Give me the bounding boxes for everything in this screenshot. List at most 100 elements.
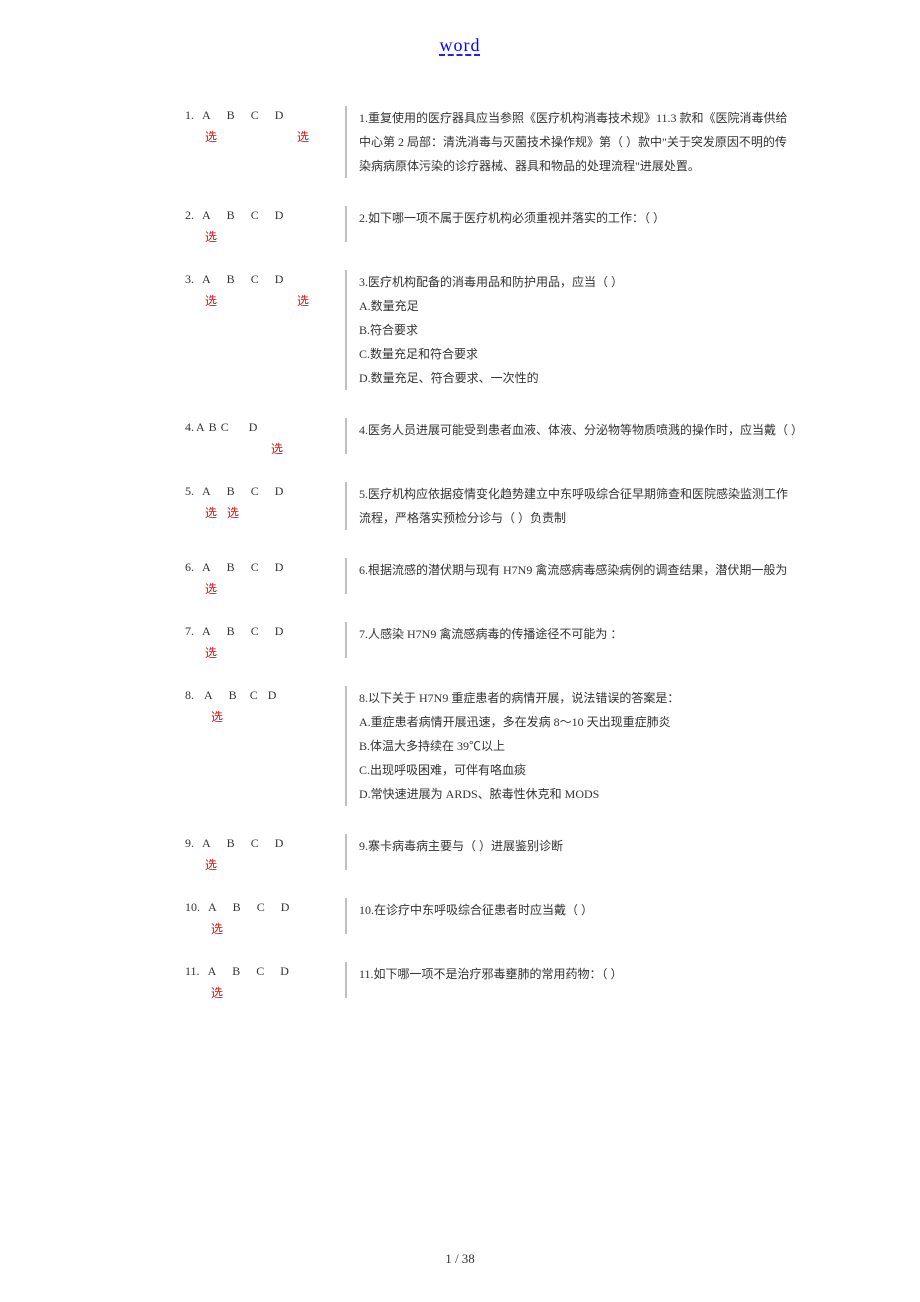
option-c[interactable]: C bbox=[251, 108, 259, 122]
question-number: 7. bbox=[185, 624, 194, 639]
column-divider bbox=[345, 418, 347, 454]
question-number: 8. bbox=[185, 688, 194, 703]
option-b[interactable]: B bbox=[233, 900, 241, 914]
options: A B C D bbox=[194, 208, 291, 222]
option-c[interactable]: C bbox=[257, 900, 265, 914]
question-line: 染病病原体污染的诊疗器械、器具和物品的处理流程"进展处置。 bbox=[359, 154, 820, 178]
option-d[interactable]: D bbox=[275, 272, 284, 286]
option-b[interactable]: B bbox=[209, 420, 217, 434]
option-c[interactable]: C bbox=[256, 964, 264, 978]
question-number: 4. bbox=[185, 420, 194, 435]
selected-row: 选 bbox=[185, 580, 345, 594]
question-number: 9. bbox=[185, 836, 194, 851]
option-c[interactable]: C bbox=[251, 208, 259, 222]
options: A B C D bbox=[194, 108, 291, 122]
option-a[interactable]: A bbox=[208, 964, 217, 978]
selected-marker: 选 bbox=[297, 128, 309, 145]
option-c[interactable]: C bbox=[250, 688, 258, 702]
options-line: 6.ABCD bbox=[185, 558, 345, 576]
option-c[interactable]: C bbox=[251, 484, 259, 498]
column-divider bbox=[345, 482, 347, 530]
option-c[interactable]: C bbox=[251, 560, 259, 574]
question-line: A.数量充足 bbox=[359, 294, 820, 318]
options-line: 3. A B C D bbox=[185, 270, 345, 288]
question-line: 6.根据流感的潜伏期与现有 H7N9 禽流感病毒感染病例的调查结果，潜伏期一般为 bbox=[359, 558, 820, 582]
question-text-column: 6.根据流感的潜伏期与现有 H7N9 禽流感病毒感染病例的调查结果，潜伏期一般为 bbox=[359, 558, 820, 594]
options: A B C D bbox=[194, 624, 291, 638]
option-c[interactable]: C bbox=[221, 420, 229, 434]
option-d[interactable]: D bbox=[249, 420, 258, 434]
header-title: word bbox=[440, 35, 481, 55]
question-text-column: 1.重复使用的医疗器具应当参照《医疗机构消毒技术规》11.3 款和《医院消毒供给… bbox=[359, 106, 820, 178]
option-c[interactable]: C bbox=[251, 836, 259, 850]
option-a[interactable]: A bbox=[202, 560, 211, 574]
selected-row: 选 bbox=[185, 708, 345, 722]
answer-column: 2.ABCD选 bbox=[185, 206, 345, 242]
options-line: 2.ABCD bbox=[185, 206, 345, 224]
selected-row: 选 bbox=[185, 440, 345, 454]
question-line: B.体温大多持续在 39℃以上 bbox=[359, 734, 820, 758]
options: A B C D bbox=[200, 900, 297, 914]
selected-marker: 选 bbox=[205, 228, 217, 245]
options: A B C D bbox=[194, 836, 291, 850]
option-d[interactable]: D bbox=[275, 836, 284, 850]
option-a[interactable]: A bbox=[202, 208, 211, 222]
selected-marker: 选 bbox=[205, 128, 217, 145]
question-line: 5.医疗机构应依据疫情变化趋势建立中东呼吸综合征早期筛查和医院感染监测工作 bbox=[359, 482, 820, 506]
option-a[interactable]: A bbox=[202, 108, 211, 122]
selected-row: 选选 bbox=[185, 504, 345, 518]
option-a[interactable]: A bbox=[204, 688, 213, 702]
option-b[interactable]: B bbox=[227, 560, 235, 574]
options-line: 10.ABCD bbox=[185, 898, 345, 916]
answer-column: 9.ABCD选 bbox=[185, 834, 345, 870]
selected-marker: 选 bbox=[211, 984, 223, 1001]
option-b[interactable]: B bbox=[232, 964, 240, 978]
question-row: 9.ABCD选9.寨卡病毒病主要与（ ）进展鉴别诊断 bbox=[185, 834, 820, 870]
options: A B C D bbox=[200, 964, 297, 978]
question-text-column: 5.医疗机构应依据疫情变化趋势建立中东呼吸综合征早期筛查和医院感染监测工作流程，… bbox=[359, 482, 820, 530]
option-b[interactable]: B bbox=[227, 624, 235, 638]
option-b[interactable]: B bbox=[227, 108, 235, 122]
option-a[interactable]: A bbox=[202, 484, 211, 498]
answer-column: 6.ABCD选 bbox=[185, 558, 345, 594]
selected-marker: 选 bbox=[205, 644, 217, 661]
option-a[interactable]: A bbox=[202, 624, 211, 638]
option-b[interactable]: B bbox=[227, 272, 235, 286]
question-number: 11. bbox=[185, 964, 200, 979]
option-c[interactable]: C bbox=[251, 624, 259, 638]
option-b[interactable]: B bbox=[227, 836, 235, 850]
column-divider bbox=[345, 270, 347, 390]
column-divider bbox=[345, 558, 347, 594]
option-a[interactable]: A bbox=[202, 272, 211, 286]
options-line: 11. A B C D bbox=[185, 962, 345, 980]
option-a[interactable]: A bbox=[208, 900, 217, 914]
selected-marker: 选 bbox=[211, 920, 223, 937]
option-b[interactable]: B bbox=[227, 208, 235, 222]
option-a[interactable]: A bbox=[202, 836, 211, 850]
question-number: 1. bbox=[185, 108, 194, 123]
option-c[interactable]: C bbox=[251, 272, 259, 286]
option-b[interactable]: B bbox=[229, 688, 237, 702]
question-line: B.符合要求 bbox=[359, 318, 820, 342]
option-d[interactable]: D bbox=[275, 208, 284, 222]
question-line: 2.如下哪一项不属于医疗机构必须重视并落实的工作：（ ） bbox=[359, 206, 820, 230]
option-d[interactable]: D bbox=[275, 560, 284, 574]
question-line: 3.医疗机构配备的消毒用品和防护用品，应当（ ） bbox=[359, 270, 820, 294]
option-d[interactable]: D bbox=[275, 484, 284, 498]
page-header: word bbox=[0, 0, 920, 66]
option-b[interactable]: B bbox=[227, 484, 235, 498]
option-d[interactable]: D bbox=[281, 900, 290, 914]
question-line: 8.以下关于 H7N9 重症患者的病情开展，说法错误的答案是： bbox=[359, 686, 820, 710]
selected-marker: 选 bbox=[227, 504, 239, 521]
option-d[interactable]: D bbox=[280, 964, 289, 978]
option-d[interactable]: D bbox=[275, 108, 284, 122]
question-line: 中心第 2 局部：清洗消毒与灭菌技术操作规》第（ ）款中"关于突发原因不明的传 bbox=[359, 130, 820, 154]
options-line: 4.ABC D bbox=[185, 418, 345, 436]
option-d[interactable]: D bbox=[268, 688, 277, 702]
option-a[interactable]: A bbox=[196, 420, 205, 434]
answer-column: 8. A BCD选 bbox=[185, 686, 345, 806]
option-d[interactable]: D bbox=[275, 624, 284, 638]
question-text-column: 11.如下哪一项不是治疗邪毒壅肺的常用药物：（ ） bbox=[359, 962, 820, 998]
question-number: 3. bbox=[185, 272, 194, 287]
answer-column: 7. A B C D 选 bbox=[185, 622, 345, 658]
